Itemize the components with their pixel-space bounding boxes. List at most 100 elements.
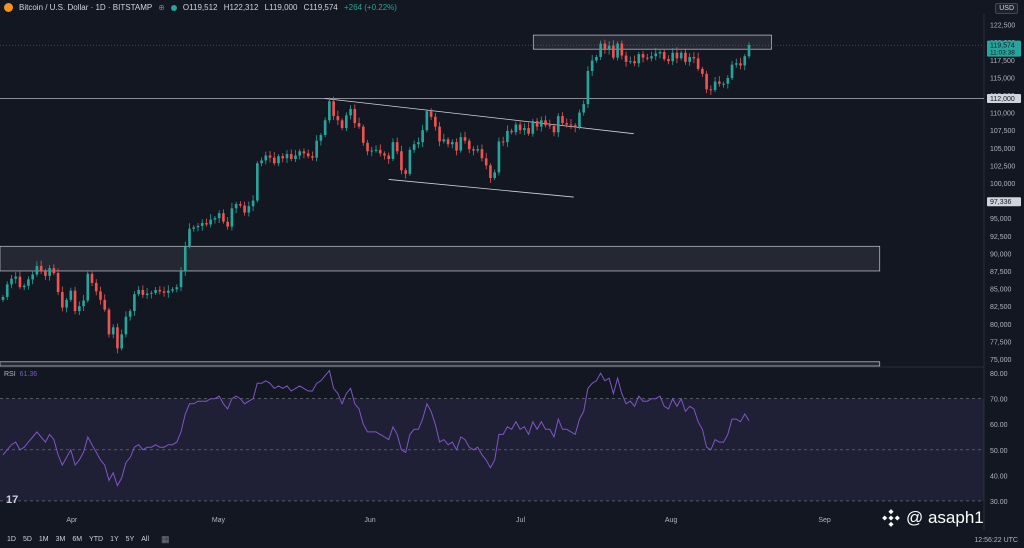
upper-channel	[324, 98, 634, 135]
candle-body	[361, 126, 365, 143]
price-tick-label: 85,000	[990, 287, 1012, 294]
candle-body	[404, 170, 407, 174]
candle-body	[31, 274, 34, 280]
candle-body	[294, 155, 297, 160]
price-tick-label: 100,000	[990, 181, 1015, 188]
candle-body	[679, 52, 683, 59]
candle-body	[99, 291, 102, 300]
candle-body	[5, 284, 9, 298]
rsi-tick-label: 30.00	[990, 499, 1008, 506]
timeframe-ytd[interactable]: YTD	[89, 535, 104, 543]
candle-body	[523, 128, 526, 131]
candle-body	[624, 55, 628, 62]
timeframe-5y[interactable]: 5Y	[125, 535, 135, 543]
candle-body	[629, 61, 632, 63]
candle-body	[260, 160, 263, 164]
timeframe-1y[interactable]: 1Y	[110, 535, 119, 543]
candle-body	[298, 151, 302, 156]
candle-body	[417, 142, 420, 145]
currency-button[interactable]: USD	[995, 3, 1018, 14]
price-tick-label: 95,000	[990, 216, 1012, 223]
candle-body	[535, 121, 539, 127]
candle-body	[73, 290, 77, 312]
candle-body	[641, 54, 645, 58]
candle-body	[183, 246, 187, 271]
rsi-line	[2, 369, 750, 487]
price-tick-label: 82,500	[990, 304, 1012, 311]
candle-body	[256, 163, 259, 201]
rsi-tick-label: 70.00	[990, 397, 1008, 404]
candle-body	[734, 63, 738, 65]
timeframe-all[interactable]: All	[141, 535, 150, 543]
candle-body	[205, 223, 208, 225]
close-value: C119,574	[303, 3, 338, 12]
candle-body	[247, 206, 251, 213]
time-axis-label: Apr	[66, 517, 78, 524]
candle-body	[412, 144, 416, 150]
candle-body	[518, 124, 522, 131]
symbol-title[interactable]: Bitcoin / U.S. Dollar · 1D · BITSTAMP	[19, 3, 153, 12]
binance-icon	[882, 509, 900, 527]
timeframe-6m[interactable]: 6M	[72, 535, 83, 543]
resistance-zone	[532, 34, 772, 50]
candle-body	[200, 223, 204, 226]
candle-body	[272, 157, 276, 164]
price-label-subtext: 11:03:38	[990, 50, 1015, 57]
candle-body	[607, 45, 611, 50]
utc-clock[interactable]: 12:56:22 UTC	[974, 537, 1018, 544]
candle-body	[739, 63, 742, 66]
candle-body	[616, 43, 619, 58]
candle-body	[561, 116, 564, 124]
timeframe-1m[interactable]: 1M	[38, 535, 49, 543]
candle-body	[336, 116, 340, 121]
status-dot-icon	[170, 4, 177, 11]
candle-body	[489, 165, 492, 179]
candle-body	[86, 273, 90, 301]
candle-body	[637, 54, 641, 64]
tradingview-logo[interactable]: 17	[6, 494, 19, 506]
candle-body	[658, 52, 662, 54]
price-label-box	[987, 93, 1021, 103]
candle-body	[154, 289, 157, 293]
candle-body	[378, 149, 382, 154]
timeframe-5d[interactable]: 5D	[22, 535, 32, 543]
timeframe-3m[interactable]: 3M	[55, 535, 66, 543]
candle-body	[251, 200, 255, 207]
candle-body	[434, 116, 437, 127]
candle-body	[22, 285, 26, 288]
watermark: @ asaph1	[882, 508, 984, 528]
candle-body	[234, 204, 238, 209]
candle-body	[705, 73, 708, 90]
price-tick-label: 122,500	[990, 23, 1015, 30]
candle-body	[1, 297, 5, 300]
candle-body	[603, 43, 607, 50]
candle-body	[688, 56, 691, 62]
candle-body	[107, 309, 111, 335]
candle-body	[175, 287, 179, 290]
candle-body	[323, 120, 327, 136]
candle-body	[425, 111, 429, 131]
candle-body	[94, 282, 98, 292]
price-tick-label: 107,500	[990, 128, 1015, 135]
candle-body	[311, 156, 314, 158]
watermark-text: @ asaph1	[906, 508, 984, 527]
candle-body	[370, 150, 374, 152]
lower-channel	[388, 179, 574, 198]
calendar-icon[interactable]: ▦	[161, 533, 170, 544]
candle-body	[671, 52, 675, 62]
price-label-box	[987, 40, 1021, 57]
candle-body	[709, 89, 713, 91]
plus-icon[interactable]: ⊕	[158, 3, 165, 12]
candle-body	[27, 279, 30, 286]
candle-body	[501, 141, 505, 143]
candle-body	[552, 125, 556, 133]
rsi-tick-label: 80.00	[990, 371, 1008, 378]
candle-body	[484, 158, 488, 166]
price-label-box	[987, 197, 1021, 207]
candle-body	[349, 109, 352, 116]
ohlc-values: O119,512 H122,312 L119,000 C119,574 +264…	[183, 3, 401, 12]
open-value: O119,512	[182, 3, 218, 12]
candle-body	[116, 327, 119, 349]
timeframe-1d[interactable]: 1D	[7, 535, 16, 543]
